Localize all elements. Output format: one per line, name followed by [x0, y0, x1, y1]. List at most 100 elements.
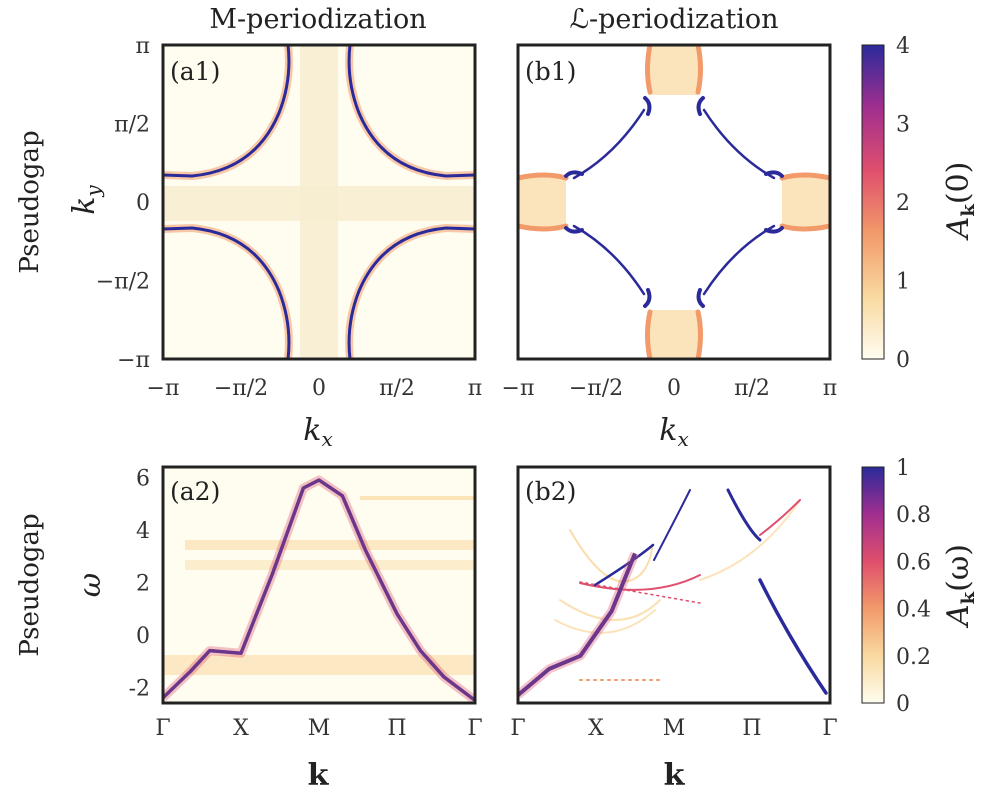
xtick-b2-0: Γ — [510, 716, 525, 741]
a2-dispersion-glow — [163, 475, 475, 703]
b2-arc-pi — [759, 499, 801, 536]
cbar-bottom-tick-5: 0 — [896, 692, 910, 717]
title-left: M-periodization — [209, 4, 426, 35]
colorbar-bottom: Ak(ω) — [861, 466, 979, 704]
b1-pocket-edge-5 — [518, 172, 569, 181]
b1-cap-3 — [643, 288, 652, 308]
ytick-a2-2: 2 — [136, 571, 150, 596]
ytick-a1-4: π — [136, 34, 150, 59]
panel-b1-background — [518, 45, 830, 359]
xtick-b1-4: π — [823, 376, 837, 401]
ylabel-a2: ω — [73, 573, 108, 597]
xtick-b1-0: −π — [502, 376, 535, 401]
xlabel-b2: k — [664, 758, 686, 792]
a1-vertical-glow — [300, 45, 338, 359]
panel-a1-spectral-map — [163, 45, 475, 359]
xtick-a1-2: 0 — [312, 376, 326, 401]
panel-b1: (b1) — [516, 43, 832, 361]
ytick-a2-1: 4 — [136, 519, 150, 544]
ytick-a2-3: 0 — [136, 624, 150, 649]
b1-pocket-edge-4 — [695, 309, 703, 359]
b2-shadow-band-1 — [569, 529, 653, 583]
axis-ticks: −π −π/2 0 π/2 π −π −π/2 0 π/2 π −π −π/2 0 π/2 π Γ X M Π Γ Γ X… — [96, 34, 931, 741]
xtick-b1-1: −π/2 — [569, 376, 623, 401]
b1-pocket-edge-3 — [645, 309, 653, 359]
xtick-a1-4: π — [468, 376, 482, 401]
b1-pocket-top — [648, 45, 700, 95]
xlabel-b1: kx — [659, 413, 688, 451]
cbar-bottom-tick-3: 0.4 — [896, 598, 931, 623]
panel-label-a1: (a1) — [170, 57, 220, 86]
a1-arc-tr — [347, 45, 475, 178]
cbar-bottom-tick-2: 0.6 — [896, 550, 931, 575]
ytick-a1-0: −π — [117, 348, 150, 373]
b2-arc-mid — [653, 489, 691, 561]
panel-a2-spectral-map — [163, 475, 475, 703]
panel-b1-spectral-map — [518, 45, 830, 359]
b2-dispersion-glow — [518, 551, 640, 699]
b1-pocket-edge-6 — [518, 223, 569, 232]
ytick-a1-3: π/2 — [114, 113, 150, 138]
b2-shadow-band-3 — [554, 609, 656, 634]
b1-cap-1 — [643, 96, 652, 116]
panel-b2: (b2) — [516, 465, 832, 705]
panel-label-a2: (a2) — [170, 477, 220, 506]
b1-cap-4 — [696, 288, 705, 308]
row-label-top: Pseudogap — [15, 130, 45, 273]
cbar-top-tick-3: 1 — [896, 270, 910, 295]
title-right: ℒ-periodization — [570, 4, 779, 35]
cbar-bottom-tick-1: 0.8 — [896, 503, 931, 528]
a2-flat-band-upper — [185, 540, 475, 550]
b1-cap-6 — [564, 226, 584, 234]
ytick-a1-2: 0 — [136, 191, 150, 216]
colorbar-bottom-gradient — [861, 466, 885, 704]
colorbar-top-label: Ak(0) — [941, 162, 979, 242]
b1-pocket-edge-8 — [779, 223, 830, 232]
xlabel-a2: k — [308, 758, 330, 792]
b1-cap-2 — [696, 96, 705, 116]
cbar-top-tick-2: 2 — [896, 191, 910, 216]
panel-b2-frame — [516, 465, 832, 705]
b2-arc-lower-right — [758, 578, 828, 695]
colorbar-bottom-label: Ak(ω) — [941, 544, 979, 629]
xtick-a1-1: −π/2 — [214, 376, 268, 401]
panel-a1-frame — [161, 43, 477, 361]
ytick-a1-1: −π/2 — [96, 270, 150, 295]
xtick-a2-1: X — [233, 716, 249, 741]
b2-shadow-band-4 — [699, 499, 801, 581]
b2-arc-upper-right — [726, 488, 762, 542]
cbar-bottom-tick-4: 0.2 — [896, 645, 931, 670]
colorbar-top-gradient — [861, 44, 885, 360]
xtick-a2-2: M — [308, 716, 331, 741]
xtick-b1-2: 0 — [667, 376, 681, 401]
cbar-top-tick-0: 4 — [896, 34, 910, 59]
a2-top-band — [360, 496, 475, 500]
a2-low-energy-band — [163, 655, 475, 675]
ytick-a2-4: -2 — [129, 676, 150, 701]
cbar-bottom-tick-0: 1 — [896, 456, 910, 481]
xtick-b2-2: M — [663, 716, 686, 741]
row-label-bottom: Pseudogap — [15, 513, 45, 656]
xtick-a2-4: Γ — [467, 716, 482, 741]
panel-a2-frame — [161, 465, 477, 705]
xtick-b2-4: Γ — [822, 716, 837, 741]
panel-b1-frame — [516, 43, 832, 361]
b1-pocket-left — [518, 176, 566, 228]
xtick-b2-1: X — [588, 716, 604, 741]
cbar-top-tick-4: 0 — [896, 348, 910, 373]
xtick-a2-0: Γ — [155, 716, 170, 741]
b1-cap-5 — [564, 170, 584, 178]
panel-a2: (a2) — [161, 465, 477, 705]
b1-pocket-edge-1 — [645, 45, 653, 95]
b1-pocket-edge-7 — [779, 172, 830, 181]
xtick-a2-3: Π — [387, 716, 406, 741]
a2-dispersion — [163, 478, 475, 702]
xtick-a1-0: −π — [147, 376, 180, 401]
panel-a1: (a1) — [161, 43, 477, 361]
b1-pocket-bottom — [648, 310, 700, 359]
panel-b2-spectral-map — [518, 488, 828, 699]
xtick-b2-3: Π — [742, 716, 761, 741]
ytick-a2-0: 6 — [136, 466, 150, 491]
b1-cap-8 — [764, 226, 784, 234]
